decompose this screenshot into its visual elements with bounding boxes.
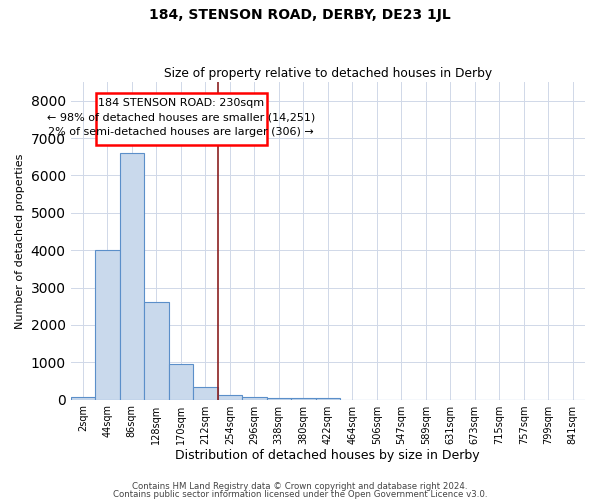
Bar (169, 364, 193, 400)
FancyBboxPatch shape (95, 94, 266, 145)
Bar (144, 302, 169, 400)
Bar (119, 153, 144, 400)
Text: 184 STENSON ROAD: 230sqm: 184 STENSON ROAD: 230sqm (98, 98, 264, 108)
Text: ← 98% of detached houses are smaller (14,251): ← 98% of detached houses are smaller (14… (47, 112, 315, 122)
Text: Contains public sector information licensed under the Open Government Licence v3: Contains public sector information licen… (113, 490, 487, 499)
Bar (242, 397, 266, 400)
Text: 184, STENSON ROAD, DERBY, DE23 1JL: 184, STENSON ROAD, DERBY, DE23 1JL (149, 8, 451, 22)
Bar (71, 397, 95, 400)
Bar (193, 388, 218, 400)
Bar (218, 395, 242, 400)
Bar (95, 250, 119, 400)
Y-axis label: Number of detached properties: Number of detached properties (15, 153, 25, 328)
Bar (316, 398, 340, 400)
Text: 2% of semi-detached houses are larger (306) →: 2% of semi-detached houses are larger (3… (48, 127, 314, 137)
X-axis label: Distribution of detached houses by size in Derby: Distribution of detached houses by size … (175, 450, 480, 462)
Title: Size of property relative to detached houses in Derby: Size of property relative to detached ho… (164, 66, 492, 80)
Bar (266, 398, 291, 400)
Text: Contains HM Land Registry data © Crown copyright and database right 2024.: Contains HM Land Registry data © Crown c… (132, 482, 468, 491)
Bar (291, 398, 316, 400)
